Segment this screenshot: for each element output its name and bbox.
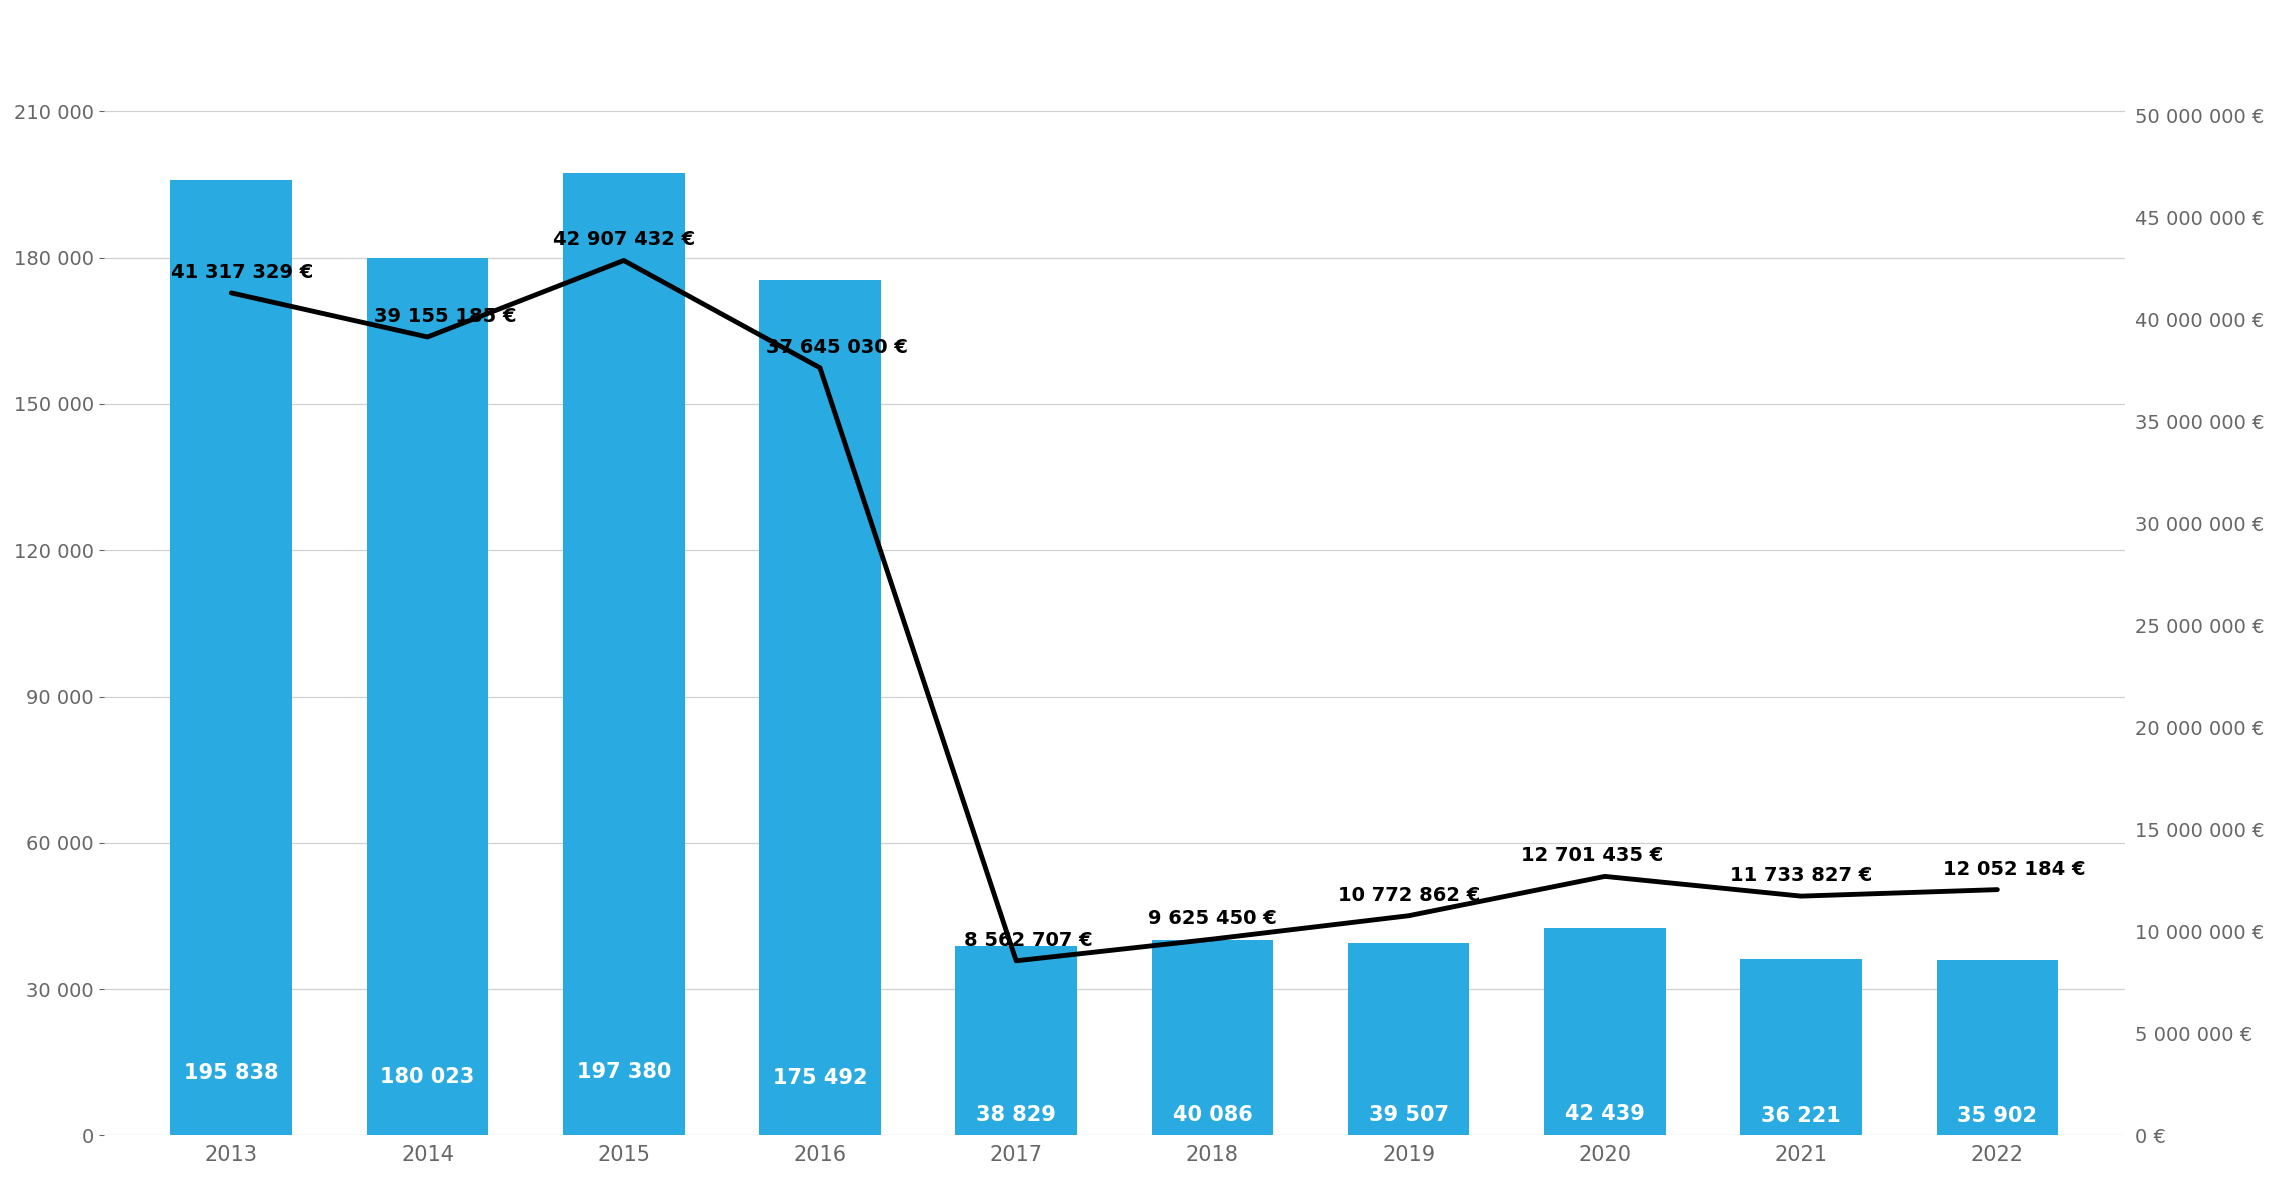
Bar (954, 946, 1077, 1135)
Text: 42 907 432 €: 42 907 432 € (554, 230, 695, 249)
Text: 8 562 707 €: 8 562 707 € (964, 930, 1093, 949)
Bar (1544, 928, 1665, 1135)
Text: 10 772 862 €: 10 772 862 € (1337, 885, 1481, 904)
Text: 38 829: 38 829 (977, 1105, 1057, 1125)
Text: 42 439: 42 439 (1565, 1104, 1645, 1124)
Bar (1936, 961, 2057, 1135)
Text: 175 492: 175 492 (772, 1068, 868, 1088)
Bar (759, 279, 882, 1135)
Bar (367, 257, 487, 1135)
Text: 12 052 184 €: 12 052 184 € (1943, 859, 2087, 878)
Text: 195 838: 195 838 (185, 1062, 278, 1082)
Text: 39 155 185 €: 39 155 185 € (374, 307, 517, 325)
Text: 197 380: 197 380 (576, 1062, 672, 1082)
Text: 9 625 450 €: 9 625 450 € (1148, 909, 1276, 928)
Text: 37 645 030 €: 37 645 030 € (765, 337, 909, 357)
Text: 41 317 329 €: 41 317 329 € (171, 263, 312, 282)
Text: 35 902: 35 902 (1957, 1106, 2037, 1126)
Text: 11 733 827 €: 11 733 827 € (1729, 867, 1873, 885)
Bar (1153, 940, 1273, 1135)
Bar (1349, 943, 1469, 1135)
Bar (1740, 959, 1861, 1135)
Text: 39 507: 39 507 (1369, 1105, 1449, 1125)
Text: 180 023: 180 023 (380, 1067, 474, 1087)
Bar (563, 173, 686, 1135)
Text: 36 221: 36 221 (1761, 1106, 1841, 1126)
Text: 40 086: 40 086 (1173, 1105, 1253, 1125)
Text: 12 701 435 €: 12 701 435 € (1522, 847, 1663, 865)
Bar (171, 180, 292, 1135)
